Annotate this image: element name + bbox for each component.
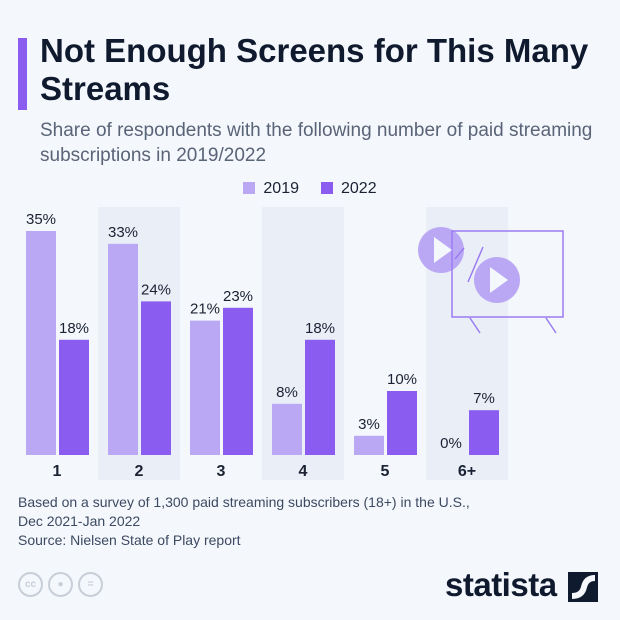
data-label: 24%: [141, 281, 171, 298]
bar-2019-1: [26, 231, 56, 455]
data-label: 33%: [108, 224, 138, 241]
bar-2019-4: [272, 403, 302, 455]
statista-logo[interactable]: statista: [445, 566, 557, 603]
bar-2019-5: [354, 435, 384, 455]
x-tick-label: 5: [381, 463, 390, 480]
x-tick-label: 1: [53, 463, 62, 480]
data-label: 18%: [305, 320, 335, 337]
data-label: 21%: [190, 301, 220, 318]
legend-swatch: [321, 182, 333, 194]
bar-2022-3: [223, 307, 253, 455]
cc-icon: cc: [18, 572, 43, 597]
data-label: 23%: [223, 288, 253, 305]
bar-2022-5: [387, 391, 417, 455]
chart-subtitle: Share of respondents with the following …: [40, 120, 593, 166]
data-label: 35%: [26, 211, 56, 228]
legend-item-2019: 2019: [243, 180, 299, 198]
data-label: 0%: [440, 435, 462, 452]
data-label: 10%: [387, 371, 417, 388]
data-label: 18%: [59, 320, 89, 337]
license-icons[interactable]: cc ● =: [18, 572, 103, 597]
x-tick-label: 4: [299, 463, 308, 480]
bar-2019-3: [190, 320, 220, 455]
source-note: Source: Nielsen State of Play report: [18, 532, 241, 548]
tv-illustration-icon: [454, 246, 557, 334]
x-tick-label: 3: [217, 463, 226, 480]
nd-icon: =: [78, 572, 103, 597]
tv-illustration-icon: [451, 230, 564, 318]
data-label: 8%: [276, 384, 298, 401]
tv-illustration-icon: [490, 267, 508, 293]
by-icon: ●: [48, 572, 73, 597]
data-label: 3%: [358, 416, 380, 433]
bar-2022-6+: [469, 410, 499, 455]
bar-2019-2: [108, 243, 138, 455]
legend-item-2022: 2022: [321, 180, 377, 198]
survey-date: Dec 2021-Jan 2022: [18, 513, 141, 529]
survey-note: Based on a survey of 1,300 paid streamin…: [18, 494, 470, 510]
accent-bar: [18, 38, 27, 110]
bar-2022-1: [59, 339, 89, 455]
x-tick-label: 2: [135, 463, 144, 480]
legend-label: 2019: [263, 180, 299, 197]
data-label: 7%: [473, 390, 495, 407]
tv-illustration-icon: [434, 237, 452, 263]
footnotes: Based on a survey of 1,300 paid streamin…: [18, 493, 470, 550]
legend-swatch: [243, 182, 256, 194]
bar-2022-2: [141, 301, 171, 455]
legend-label: 2022: [341, 180, 377, 197]
legend: 2019 2022: [0, 180, 620, 198]
bar-2022-4: [305, 339, 335, 455]
chart-title: Not Enough Screens for This Many Streams: [40, 32, 589, 107]
statista-logo-icon: [568, 572, 598, 602]
x-tick-label: 6+: [458, 463, 476, 480]
